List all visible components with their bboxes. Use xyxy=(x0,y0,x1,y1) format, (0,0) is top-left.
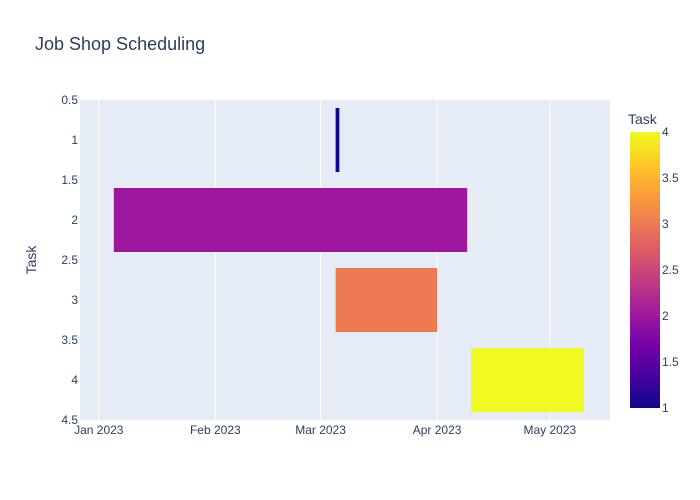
colorbar-tick-label: 2 xyxy=(662,309,669,323)
grid xyxy=(98,100,551,420)
y-tick-label: 2 xyxy=(71,213,78,227)
chart-title: Job Shop Scheduling xyxy=(35,34,205,54)
y-tick-label: 4 xyxy=(71,373,78,387)
colorbar-tick-label: 3 xyxy=(662,217,669,231)
x-tick-label: Jan 2023 xyxy=(74,423,124,437)
x-tick-label: May 2023 xyxy=(524,423,577,437)
colorbar-tick-label: 4 xyxy=(662,125,669,139)
task-bar-2[interactable] xyxy=(113,188,468,252)
colorbar-title: Task xyxy=(628,111,658,127)
y-tick-label: 4.5 xyxy=(61,413,78,427)
task-bar-3[interactable] xyxy=(335,268,438,332)
colorbar-tick-label: 2.5 xyxy=(662,263,679,277)
colorbar-scale xyxy=(630,132,660,408)
x-tick-label: Mar 2023 xyxy=(295,423,346,437)
colorbar-tick-label: 3.5 xyxy=(662,171,679,185)
colorbar-tick-label: 1.5 xyxy=(662,355,679,369)
colorbar-tick-label: 1 xyxy=(662,401,669,415)
y-tick-label: 2.5 xyxy=(61,253,78,267)
task-bar-4[interactable] xyxy=(470,348,584,412)
y-tick-label: 3 xyxy=(71,293,78,307)
y-tick-label: 1.5 xyxy=(61,173,78,187)
x-axis-ticks: Jan 2023 Feb 2023 Mar 2023 Apr 2023 May 2023 xyxy=(74,423,576,437)
y-axis-ticks: 0.5 1 1.5 2 2.5 3 3.5 4 4.5 xyxy=(61,93,78,427)
y-axis-title: Task xyxy=(23,245,39,275)
task-bar-1[interactable] xyxy=(335,108,340,172)
y-tick-label: 1 xyxy=(71,133,78,147)
colorbar: Task 1 1.5 2 2.5 3 3.5 4 xyxy=(628,111,679,415)
task-bars xyxy=(113,108,584,412)
x-tick-label: Feb 2023 xyxy=(190,423,241,437)
y-tick-label: 3.5 xyxy=(61,333,78,347)
y-tick-label: 0.5 xyxy=(61,93,78,107)
x-tick-label: Apr 2023 xyxy=(413,423,462,437)
